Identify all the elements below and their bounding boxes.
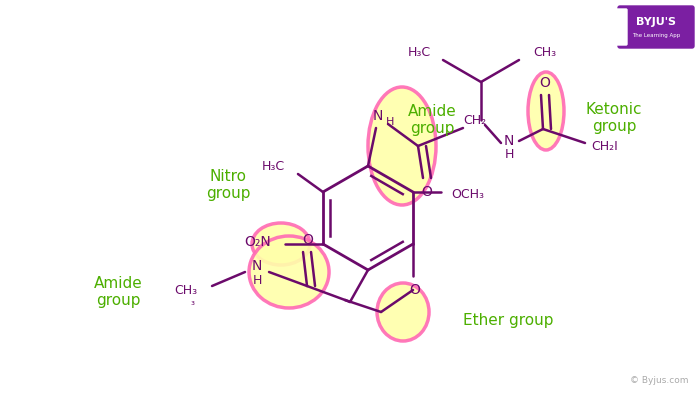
Text: N: N [373,109,383,123]
Text: The Learning App: The Learning App [632,32,680,38]
Ellipse shape [249,236,329,308]
Text: H: H [252,273,262,286]
Text: Nitro
group: Nitro group [206,169,251,201]
Ellipse shape [377,283,429,341]
Text: H: H [386,117,394,127]
Ellipse shape [368,87,436,205]
Text: N: N [504,134,514,148]
Text: CH₂I: CH₂I [592,141,618,154]
Text: Ketonic
group: Ketonic group [586,102,643,134]
Text: O: O [302,233,314,247]
Text: Ether group: Ether group [463,312,553,327]
Text: Amide
group: Amide group [407,104,456,136]
Text: O: O [421,185,433,199]
Text: O: O [540,76,550,90]
Text: Amide
group: Amide group [94,276,142,308]
Text: OCH₃: OCH₃ [452,188,484,201]
Text: O: O [410,283,421,297]
Text: ₃: ₃ [190,297,194,307]
Text: CH₃: CH₃ [533,45,556,58]
Text: BYJU'S: BYJU'S [636,17,676,27]
Ellipse shape [252,223,310,265]
Text: H₃C: H₃C [408,45,431,58]
Text: CH₃: CH₃ [174,284,197,297]
Text: H₃C: H₃C [262,160,285,173]
FancyBboxPatch shape [618,6,694,48]
Text: O₂N: O₂N [244,235,271,249]
Text: CH₂: CH₂ [463,113,486,126]
Text: H: H [504,149,514,162]
Text: N: N [252,259,262,273]
Ellipse shape [528,72,564,150]
FancyBboxPatch shape [611,9,627,45]
Text: © Byjus.com: © Byjus.com [629,376,688,385]
